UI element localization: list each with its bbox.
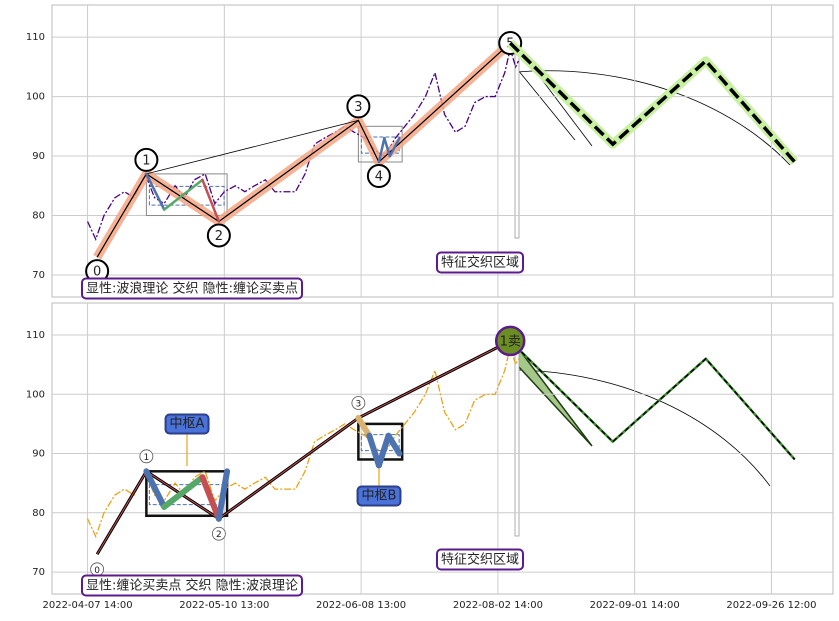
caption: 显性:缠论买卖点 交织 隐性:波浪理论 <box>86 578 298 594</box>
wave-label-circle <box>346 94 371 119</box>
sub-wave <box>143 468 168 510</box>
sub-wave <box>377 136 386 164</box>
y-tick-label: 100 <box>26 92 45 103</box>
wave-inner <box>96 340 511 555</box>
region-label: 特征交织区域 <box>441 552 519 568</box>
wave-label-circle <box>206 223 231 248</box>
pivot-inner <box>360 434 400 452</box>
fan-line <box>517 69 576 141</box>
sell-label: 1卖 <box>500 334 521 349</box>
y-tick-label: 70 <box>32 270 45 281</box>
wave-label: 1 <box>142 153 150 168</box>
pointer <box>514 337 520 537</box>
wave-label: 0 <box>93 265 101 280</box>
pivot-zone <box>145 470 229 518</box>
x-tick-label: 2022-06-08 13:00 <box>316 600 406 611</box>
y-tick-label: 90 <box>32 151 45 162</box>
sub-wave <box>366 432 382 469</box>
sub-wave <box>162 178 204 211</box>
pivot-zone <box>145 173 228 217</box>
wave-label-circle <box>139 449 154 464</box>
x-tick-label: 2022-04-07 14:00 <box>42 600 132 611</box>
wave-line <box>96 42 511 258</box>
wave-glow <box>93 39 514 260</box>
wave-label-circle <box>366 164 391 189</box>
wave-label: 0 <box>94 566 100 576</box>
caption-box <box>80 277 304 300</box>
sub-wave <box>215 468 231 522</box>
price-line <box>86 46 520 242</box>
forecast-glow <box>507 39 799 165</box>
region-label-box <box>435 548 525 571</box>
y-tick-label: 110 <box>26 32 45 43</box>
forecast-glow <box>509 340 796 461</box>
forecast-line <box>508 41 797 164</box>
y-tick-label: 90 <box>32 449 45 460</box>
region-label: 特征交织区域 <box>441 255 519 271</box>
arc <box>516 369 771 487</box>
sub-wave <box>201 178 221 223</box>
caption: 显性:波浪理论 交织 隐性:缠论买卖点 <box>86 281 298 297</box>
x-tick-label: 2022-09-01 14:00 <box>590 600 680 611</box>
y-tick-label: 100 <box>26 389 45 400</box>
pointer <box>514 39 520 239</box>
sub-wave <box>199 474 222 522</box>
pivot-label: 中枢B <box>362 489 397 504</box>
x-tick-label: 2022-05-10 13:00 <box>179 600 269 611</box>
sub-wave <box>383 136 392 158</box>
panel-frame <box>51 4 834 298</box>
y-tick-label: 80 <box>32 508 45 519</box>
sub-wave <box>388 136 401 158</box>
pivot-label-box <box>164 413 210 435</box>
wave-label: 2 <box>215 229 223 244</box>
sub-wave <box>355 414 373 439</box>
sub-wave <box>375 432 392 469</box>
pivot-label-box <box>356 485 402 507</box>
wave-label-circle <box>211 526 226 541</box>
y-tick-label: 80 <box>32 211 45 222</box>
caption-box <box>80 574 304 597</box>
pivot-inner <box>148 185 225 206</box>
sell-circle <box>494 325 526 357</box>
pivot-label: 中枢A <box>170 417 205 432</box>
wave-label-circle <box>351 396 366 410</box>
wave-label: 2 <box>216 530 222 540</box>
sub-wave <box>145 172 166 211</box>
y-tick-label: 70 <box>32 567 45 578</box>
panel-frame <box>51 302 834 595</box>
x-tick-label: 2022-08-02 14:00 <box>453 600 543 611</box>
region-label-box <box>435 251 525 274</box>
wave-label: 3 <box>356 399 362 409</box>
price-line <box>86 344 520 539</box>
wave-label: 4 <box>375 170 383 185</box>
sub-wave <box>385 432 403 457</box>
wave-label-circle <box>134 147 159 172</box>
wave-link <box>146 119 359 175</box>
y-tick-label: 110 <box>26 330 45 341</box>
x-tick-label: 2022-09-26 12:00 <box>726 600 816 611</box>
wave-label: 3 <box>354 100 362 115</box>
sub-wave <box>161 474 206 510</box>
wave-label: 1 <box>144 453 150 463</box>
